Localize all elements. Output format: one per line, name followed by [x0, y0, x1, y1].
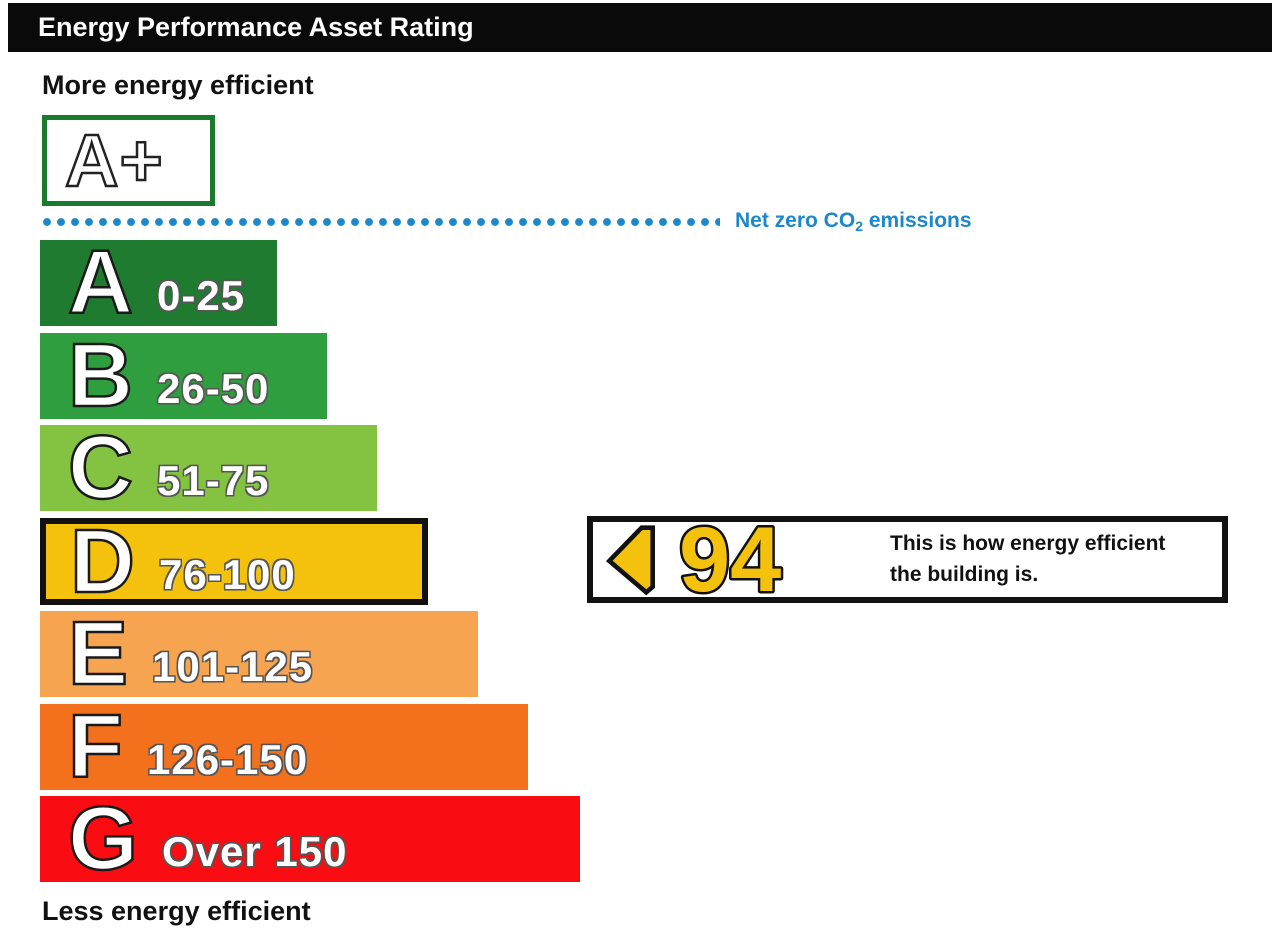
rating-value: 94	[677, 520, 784, 600]
band-range: 51-75	[157, 457, 270, 504]
band-range: 101-125	[152, 643, 314, 690]
band-G: G Over 150	[40, 789, 580, 889]
net-zero-dotted-line	[40, 217, 720, 227]
band-A: A 0-25	[40, 233, 277, 333]
band-B: B 26-50	[40, 326, 327, 426]
more-energy-efficient-label: More energy efficient	[42, 70, 314, 100]
rating-description-line2: the building is.	[890, 563, 1039, 586]
net-zero-text-suffix: emissions	[862, 209, 972, 232]
band-range: 26-50	[157, 365, 270, 412]
less-energy-efficient-label: Less energy efficient	[42, 896, 311, 926]
band-a-plus-label: A+	[64, 118, 164, 202]
band-letter: E	[67, 604, 130, 704]
net-zero-text-prefix: Net zero CO	[735, 209, 856, 232]
left-arrow-icon	[605, 524, 655, 595]
band-range: Over 150	[162, 828, 348, 875]
rating-description: This is how energy efficient the buildin…	[890, 528, 1165, 590]
band-E: E 101-125	[40, 604, 478, 704]
band-F: F 126-150	[40, 697, 528, 797]
band-letter: G	[67, 789, 140, 889]
svg-text:94: 94	[679, 520, 781, 600]
band-a-plus: A+	[42, 115, 215, 206]
band-range: 126-150	[146, 736, 309, 783]
page-title: Energy Performance Asset Rating	[8, 3, 1272, 52]
band-range: 0-25	[157, 272, 246, 319]
net-zero-emissions-label: Net zero CO2 emissions	[735, 209, 972, 234]
rating-pointer-box: 94 This is how energy efficient the buil…	[587, 516, 1228, 603]
band-letter: D	[69, 511, 137, 612]
band-letter: A	[67, 233, 135, 333]
rating-description-line1: This is how energy efficient	[890, 532, 1166, 555]
net-zero-subscript: 2	[855, 218, 863, 234]
band-range: 76-100	[159, 550, 296, 598]
band-letter: F	[67, 697, 124, 797]
band-C: C 51-75	[40, 418, 377, 518]
band-D: D 76-100	[40, 511, 428, 612]
band-letter: C	[67, 418, 135, 518]
band-letter: B	[67, 326, 135, 426]
